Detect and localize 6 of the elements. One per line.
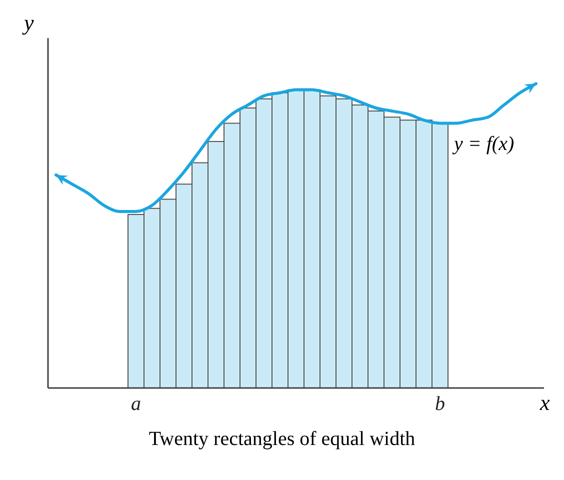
- text: Twenty rectangles of equal width: [148, 428, 416, 451]
- series-label: y = f(x): [454, 133, 514, 156]
- x-tick-label: a: [131, 393, 141, 416]
- y-axis-title: y: [24, 10, 34, 36]
- x-tick-label: b: [435, 393, 445, 416]
- x-axis-title: x: [540, 390, 550, 416]
